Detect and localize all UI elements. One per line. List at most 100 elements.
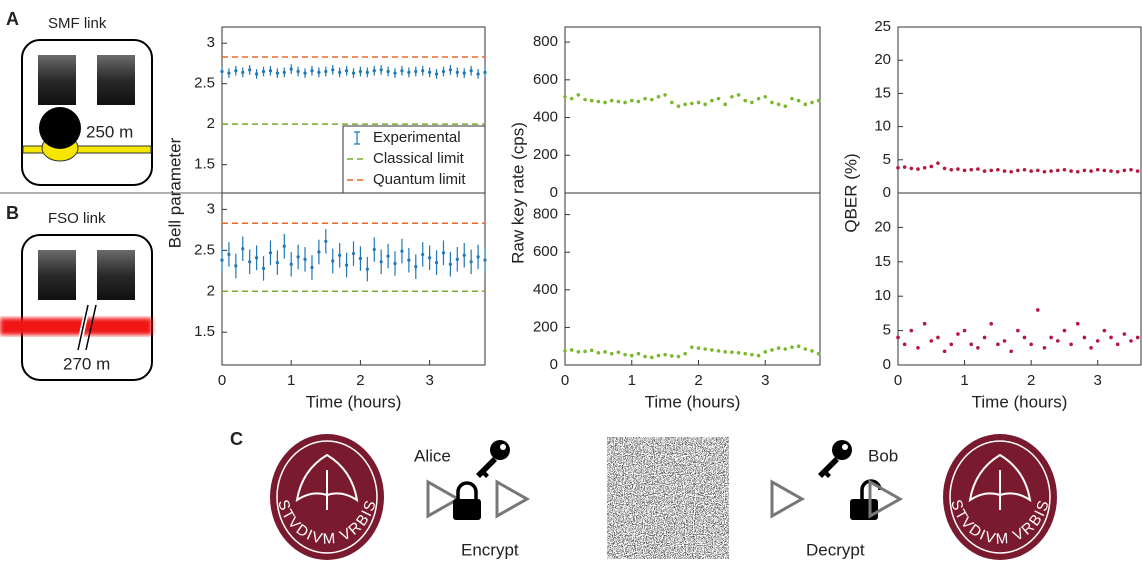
data-point [296,69,300,74]
data-point [386,254,390,258]
data-point [1062,167,1067,172]
x-tick-label: 3 [1094,372,1102,389]
data-point [1062,328,1067,333]
data-point [670,100,674,105]
y-tick-label: 3 [207,34,215,51]
data-point [683,351,687,356]
data-point [303,257,307,261]
data-point [636,99,641,104]
data-point [310,69,314,73]
y-axis-label: Raw key rate (cps) [508,122,527,264]
y-tick-label: 600 [533,243,558,260]
plot-area [897,192,1142,366]
y-tick-label: 0 [550,356,558,373]
data-point [324,239,328,243]
data-point [386,69,390,74]
data-point [649,97,654,102]
data-point [1016,168,1020,173]
x-tick-label: 0 [561,372,569,389]
data-point [1009,169,1013,174]
y-tick-label: 2.5 [194,241,215,258]
data-point [810,100,814,105]
data-point [261,266,266,270]
panel-letter: A [6,9,19,29]
data-point [351,252,356,256]
data-point [936,335,940,340]
data-point [710,348,714,352]
legend-label: Experimental [373,129,461,146]
data-point [372,69,376,73]
data-point [949,342,954,347]
data-point [763,350,768,354]
panel-letter: B [6,203,19,223]
data-point [1036,168,1040,173]
key-icon [818,440,852,478]
data-point [1036,308,1040,312]
data-point [379,260,383,264]
data-point [289,262,293,266]
data-point [268,69,273,73]
data-point [310,265,314,270]
data-point [763,94,768,99]
data-point [1089,346,1093,350]
data-point [629,98,634,103]
data-point [616,350,621,355]
y-tick-label: 200 [533,146,558,163]
data-point [629,353,634,358]
data-point [241,247,245,251]
data-point [1049,335,1053,340]
data-point [803,102,808,107]
data-point [976,346,980,350]
legend-label: Quantum limit [373,171,466,188]
data-point [776,102,781,107]
data-point [656,353,661,358]
data-point [589,98,594,103]
x-tick-label: 0 [218,372,226,389]
data-point [623,100,627,105]
data-point [670,354,674,358]
data-point [1069,169,1073,173]
x-tick-label: 3 [425,372,433,389]
data-point [1022,335,1027,340]
data-point [896,335,900,340]
data-point [462,71,466,75]
data-point [916,346,920,350]
data-point [407,258,411,262]
data-point [783,347,788,351]
data-point [1135,169,1140,173]
data-point [441,251,446,255]
data-point [1115,169,1120,174]
data-point [255,72,259,76]
panel-letter: C [230,429,243,449]
data-point [1002,169,1007,173]
data-point [902,342,907,347]
data-point [448,68,452,72]
y-axis-label: QBER (%) [841,153,860,232]
y-tick-label: 0 [883,184,891,201]
data-point [896,165,900,170]
y-tick-label: 10 [874,118,891,135]
data-point [922,321,927,326]
distance: 270 m [63,354,110,373]
data-point [643,96,647,101]
data-point [1022,167,1027,172]
data-point [379,68,383,72]
data-point [969,342,974,347]
x-axis-label: Time (hours) [306,392,402,411]
data-point [756,353,761,358]
data-point [690,101,694,106]
data-point [596,99,601,104]
data-point [324,69,328,74]
data-point [1055,168,1060,173]
data-point [743,351,748,356]
data-point [469,260,473,264]
label-bob: Bob [868,446,898,465]
data-point [770,348,774,352]
label-decrypt: Decrypt [806,540,865,559]
y-axis-label: Bell parameter [165,137,184,248]
legend-symbol [354,131,360,145]
data-point [596,350,601,355]
data-point [909,166,914,171]
data-point [810,349,814,353]
data-point [483,258,487,262]
